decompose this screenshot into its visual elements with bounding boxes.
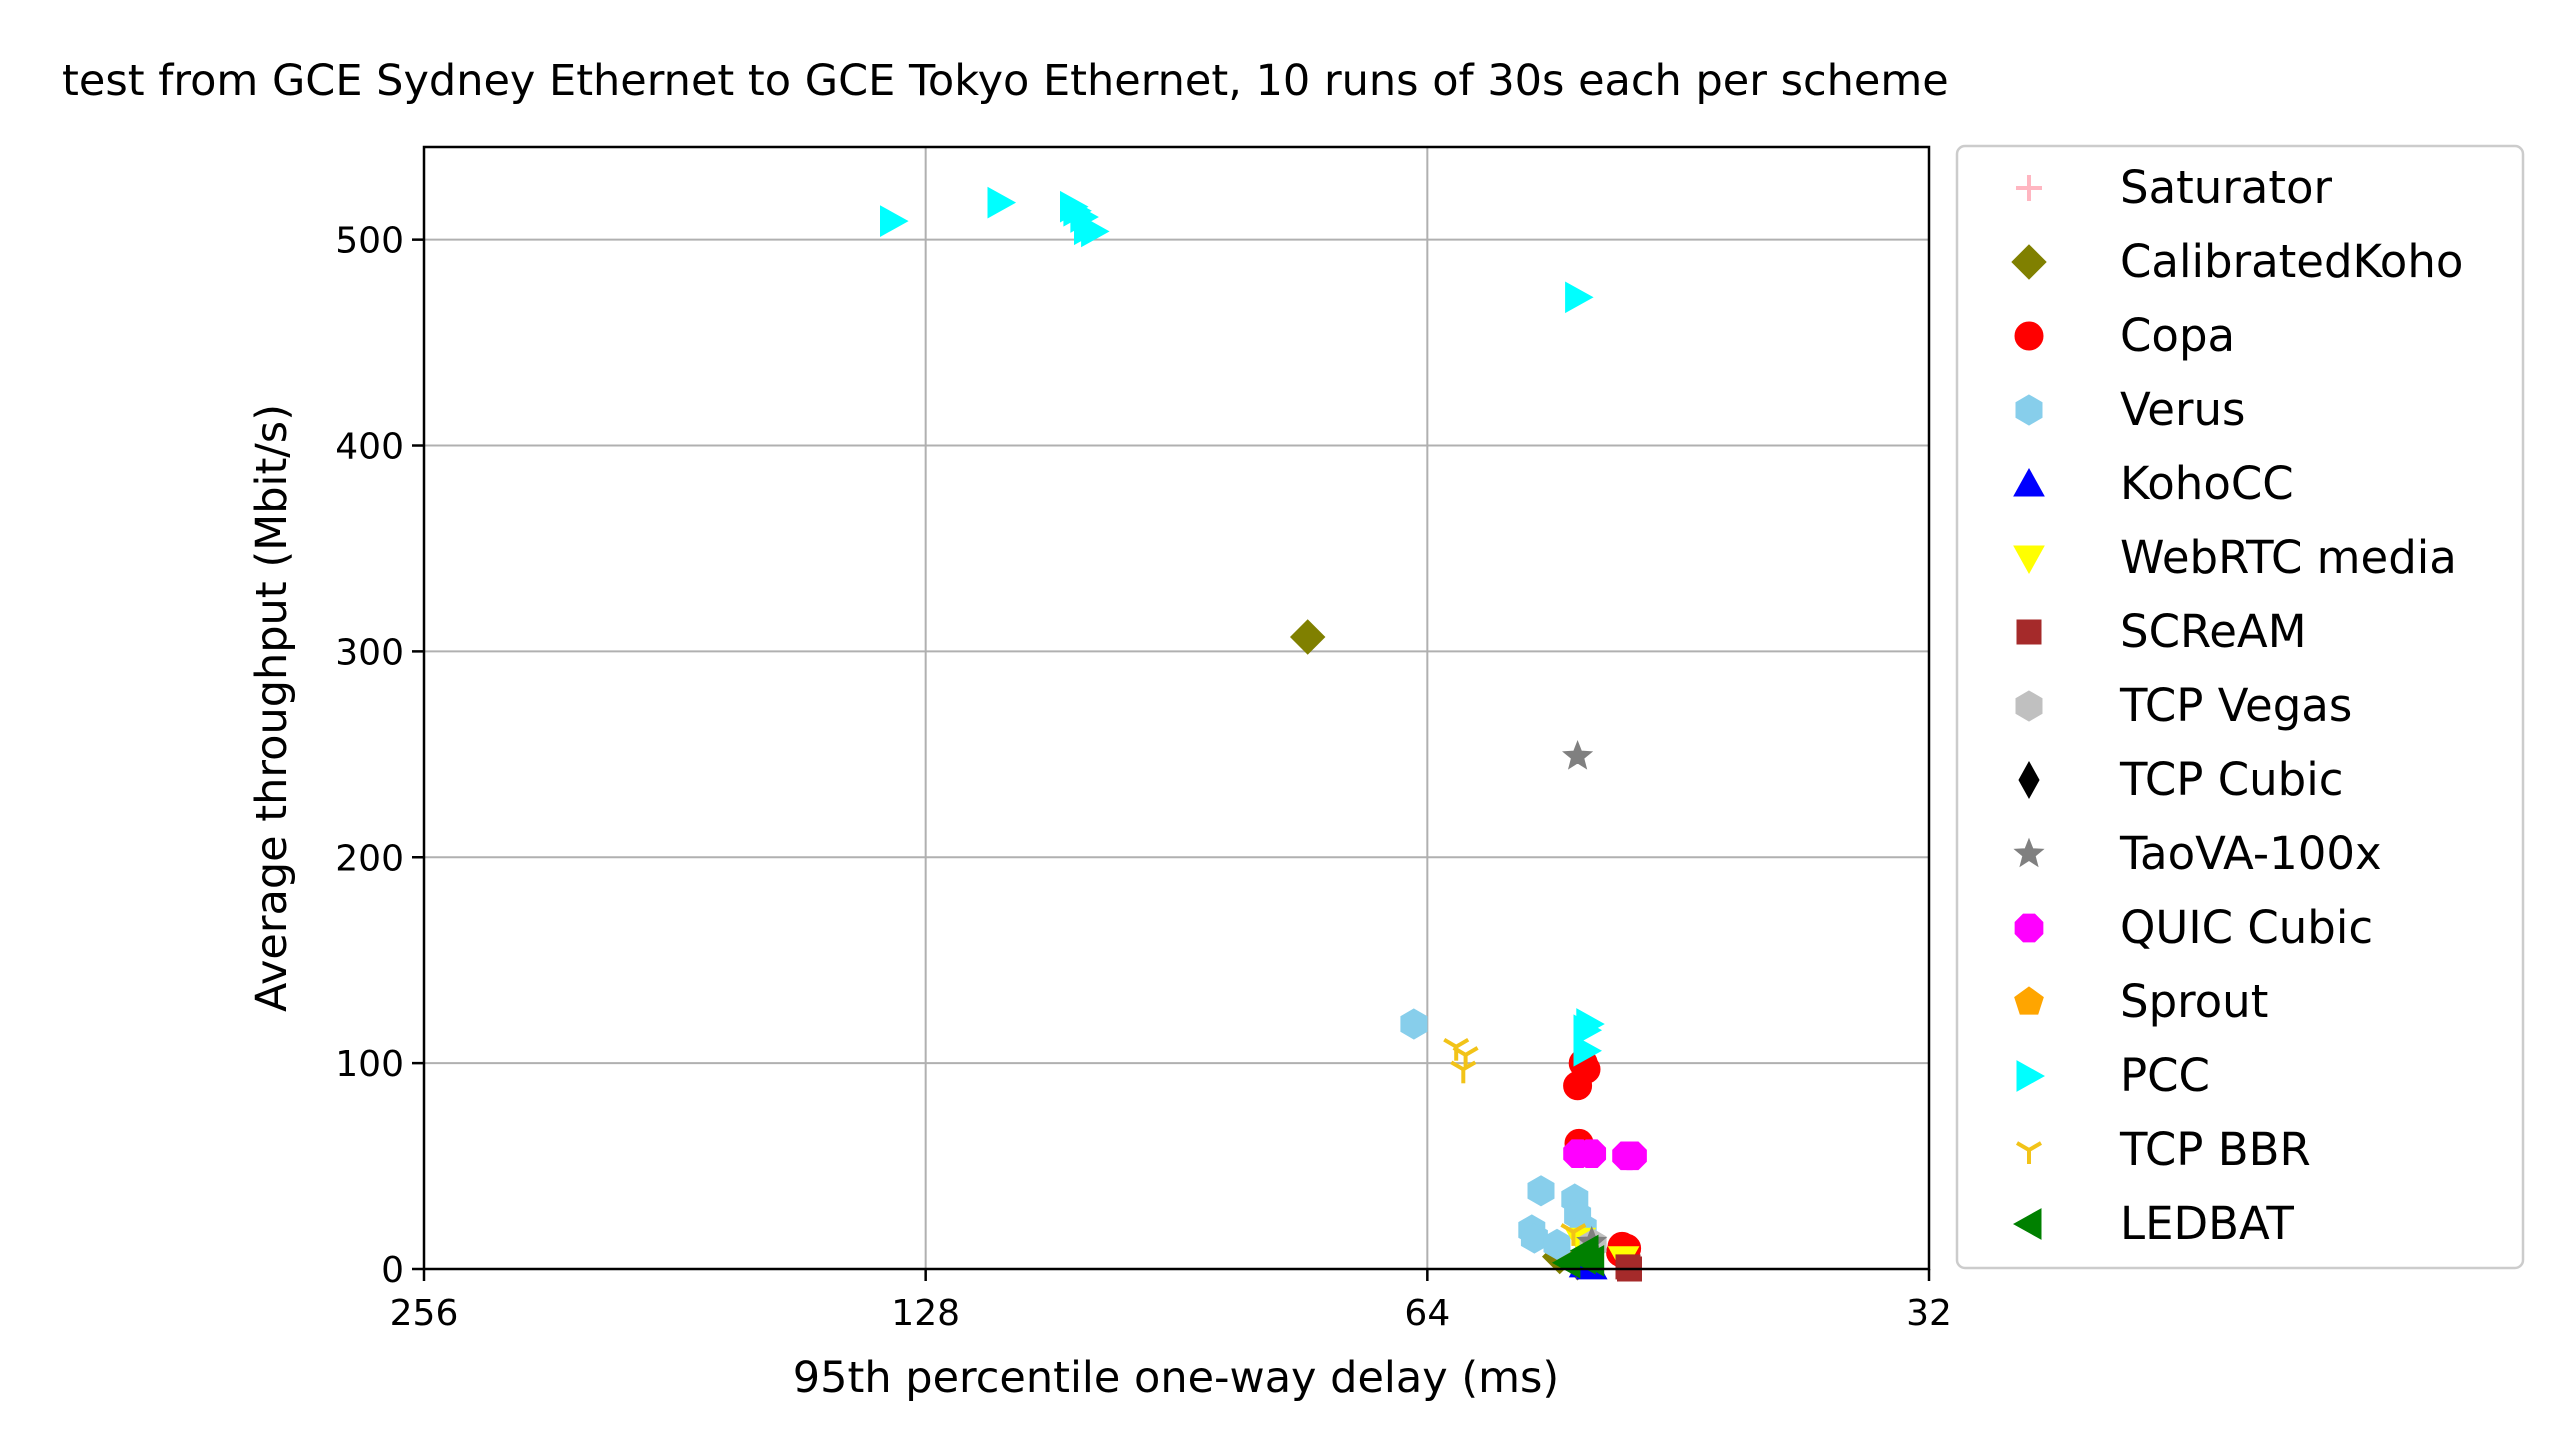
- legend-label: WebRTC media: [2120, 531, 2457, 584]
- series-pcc: [880, 186, 1605, 1067]
- legend: Saturator CalibratedKoho Copa Verus KohoCC We…: [1955, 144, 2525, 1270]
- legend-item: Verus: [2015, 383, 2245, 436]
- legend-item: KohoCC: [2013, 457, 2294, 510]
- legend-marker: [2016, 1060, 2046, 1092]
- data-point: [1573, 1014, 1603, 1047]
- legend-item: TCP Vegas: [2015, 679, 2352, 732]
- legend-label: QUIC Cubic: [2120, 901, 2373, 954]
- legend-marker: [2015, 394, 2043, 426]
- legend-label: Verus: [2120, 383, 2245, 436]
- data-point: [880, 205, 909, 237]
- legend-item: TCP BBR: [2015, 1123, 2311, 1176]
- x-axis-label: 95th percentile one-way delay (ms): [793, 1353, 1559, 1403]
- plot-frame: [422, 145, 1931, 1271]
- legend-items: Saturator CalibratedKoho Copa Verus KohoCC We…: [2011, 161, 2463, 1250]
- data-point: [1612, 1141, 1641, 1171]
- data-point: [1565, 281, 1594, 314]
- legend-label: LEDBAT: [2120, 1197, 2294, 1250]
- chart-title: test from GCE Sydney Ethernet to GCE Tok…: [62, 56, 1949, 106]
- legend-label: Sprout: [2120, 975, 2268, 1028]
- legend-item: PCC: [2016, 1049, 2210, 1102]
- legend-label: Saturator: [2120, 161, 2333, 214]
- data-point: [1520, 1222, 1548, 1254]
- data-point: [1081, 215, 1110, 248]
- legend-marker: [2018, 760, 2040, 800]
- legend-item: TCP Cubic: [2018, 753, 2343, 806]
- plot-area: 256 128 64 32 0 100 200 300 400 500: [335, 145, 1952, 1334]
- legend-marker: [2013, 545, 2045, 575]
- legend-label: CalibratedKoho: [2120, 235, 2463, 288]
- x-tick-label: 64: [1404, 1293, 1450, 1334]
- legend-label: SCReAM: [2120, 605, 2307, 658]
- data-point: [1573, 1034, 1603, 1067]
- legend-marker: [2014, 986, 2044, 1015]
- data-points: [880, 186, 1647, 1282]
- legend-marker: [2014, 321, 2044, 351]
- y-tick-label: 0: [381, 1250, 404, 1291]
- legend-label: Copa: [2120, 309, 2235, 362]
- data-point: [1289, 619, 1326, 655]
- legend-marker: [2014, 913, 2044, 943]
- data-point: [1060, 190, 1089, 223]
- data-point: [1400, 1008, 1428, 1040]
- data-point: [1450, 1060, 1477, 1084]
- legend-label: TCP Cubic: [2119, 753, 2343, 806]
- legend-label: KohoCC: [2120, 457, 2294, 510]
- legend-label: PCC: [2120, 1049, 2210, 1102]
- legend-item: Copa: [2014, 309, 2235, 362]
- y-tick-label: 300: [335, 632, 404, 673]
- legend-marker: [2013, 467, 2045, 497]
- y-tick-label: 400: [335, 427, 404, 468]
- y-tick-label: 500: [335, 221, 404, 262]
- legend-item: SCReAM: [2016, 605, 2307, 658]
- data-point: [1563, 1071, 1593, 1101]
- legend-item: CalibratedKoho: [2011, 235, 2463, 288]
- legend-marker: [2016, 175, 2042, 201]
- data-point: [1560, 1223, 1587, 1246]
- legend-frame: [1955, 144, 2525, 1270]
- series-verus: [1400, 1008, 1597, 1260]
- data-point: [1562, 740, 1594, 770]
- series-quic-cubic: [1563, 1139, 1647, 1171]
- data-point: [1577, 1139, 1607, 1169]
- legend-item: WebRTC media: [2013, 531, 2457, 584]
- legend-marker: [2015, 1141, 2043, 1164]
- plot-background: [424, 147, 1929, 1269]
- legend-item: Sprout: [2014, 975, 2268, 1028]
- legend-marker: [2016, 619, 2042, 645]
- legend-item: LEDBAT: [2012, 1197, 2294, 1250]
- legend-marker: [2011, 244, 2047, 280]
- grid: [424, 147, 1929, 1269]
- y-tick-label: 200: [335, 838, 404, 879]
- data-point: [987, 186, 1017, 219]
- legend-marker: [2013, 837, 2045, 868]
- legend-item: QUIC Cubic: [2014, 901, 2373, 954]
- legend-item: TaoVA-100x: [2013, 827, 2382, 880]
- axis-ticks: 256 128 64 32 0 100 200 300 400 500: [335, 221, 1952, 1334]
- legend-label: TCP BBR: [2119, 1123, 2311, 1176]
- x-tick-label: 32: [1906, 1293, 1952, 1334]
- x-tick-label: 128: [891, 1293, 960, 1334]
- legend-label: TaoVA-100x: [2119, 827, 2382, 880]
- data-point: [1527, 1175, 1555, 1207]
- legend-label: TCP Vegas: [2119, 679, 2352, 732]
- y-tick-label: 100: [335, 1044, 404, 1085]
- series-tcp-bbr: [1443, 1037, 1587, 1246]
- legend-item: Saturator: [2016, 161, 2333, 214]
- legend-marker: [2012, 1208, 2042, 1240]
- y-axis-label: Average throughput (Mbit/s): [247, 404, 297, 1012]
- x-tick-label: 256: [390, 1293, 459, 1334]
- legend-marker: [2015, 690, 2043, 722]
